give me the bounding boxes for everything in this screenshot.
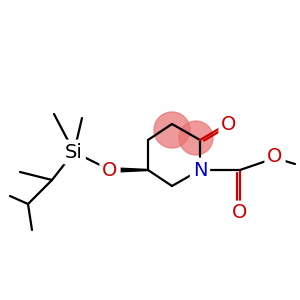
Text: O: O <box>267 148 283 166</box>
Text: O: O <box>221 115 237 134</box>
Text: N: N <box>193 160 207 179</box>
Circle shape <box>179 121 213 155</box>
Text: O: O <box>232 203 248 223</box>
Polygon shape <box>110 168 148 172</box>
Text: O: O <box>102 160 118 179</box>
Circle shape <box>154 112 190 148</box>
Text: Si: Si <box>65 142 83 161</box>
